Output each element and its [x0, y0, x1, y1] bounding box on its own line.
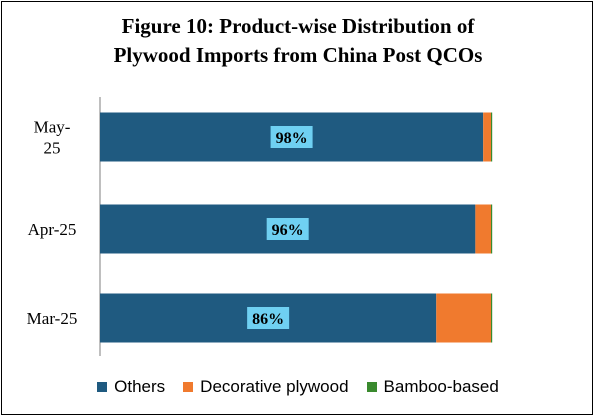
- y-tick-label-apr-25: Apr-25: [28, 220, 77, 239]
- legend-swatch-decorative-plywood: [183, 382, 194, 392]
- legend-swatch-others: [97, 382, 108, 392]
- bar-sliver-mar-25: [491, 293, 493, 343]
- chart-title: Figure 10: Product-wise Distribution of …: [0, 12, 596, 70]
- legend-label-decorative-plywood: Decorative plywood: [200, 377, 349, 396]
- bar-sliver-may-25: [491, 112, 493, 162]
- bar-decorative-plywood-mar-25: [436, 293, 491, 343]
- legend-item-decorative-plywood: Decorative plywood: [183, 377, 349, 397]
- bar-decorative-plywood-may-25: [483, 112, 491, 162]
- y-tick-label-mar-25: Mar-25: [27, 309, 78, 328]
- chart-title-line-1: Figure 10: Product-wise Distribution of: [121, 14, 475, 38]
- data-label-bg-mar-25: [247, 307, 290, 329]
- y-tick-label-may-25: May-25: [34, 118, 71, 158]
- legend-item-bamboo-based: Bamboo-based: [366, 377, 499, 397]
- legend-label-others: Others: [114, 377, 166, 396]
- bar-sliver-apr-25: [491, 204, 493, 254]
- data-label-may-25: 98%: [276, 130, 308, 147]
- legend-item-others: Others: [97, 377, 165, 397]
- chart-title-line-2: Plywood Imports from China Post QCOs: [113, 43, 483, 67]
- data-label-bg-may-25: [270, 126, 313, 148]
- legend-label-bamboo-based: Bamboo-based: [383, 377, 499, 396]
- chart-legend: Others Decorative plywood Bamboo-based: [0, 376, 596, 398]
- bar-decorative-plywood-apr-25: [475, 204, 491, 254]
- data-label-mar-25: 86%: [252, 311, 284, 328]
- data-label-bg-apr-25: [266, 218, 309, 240]
- data-label-apr-25: 96%: [272, 222, 304, 239]
- legend-swatch-bamboo-based: [366, 382, 377, 392]
